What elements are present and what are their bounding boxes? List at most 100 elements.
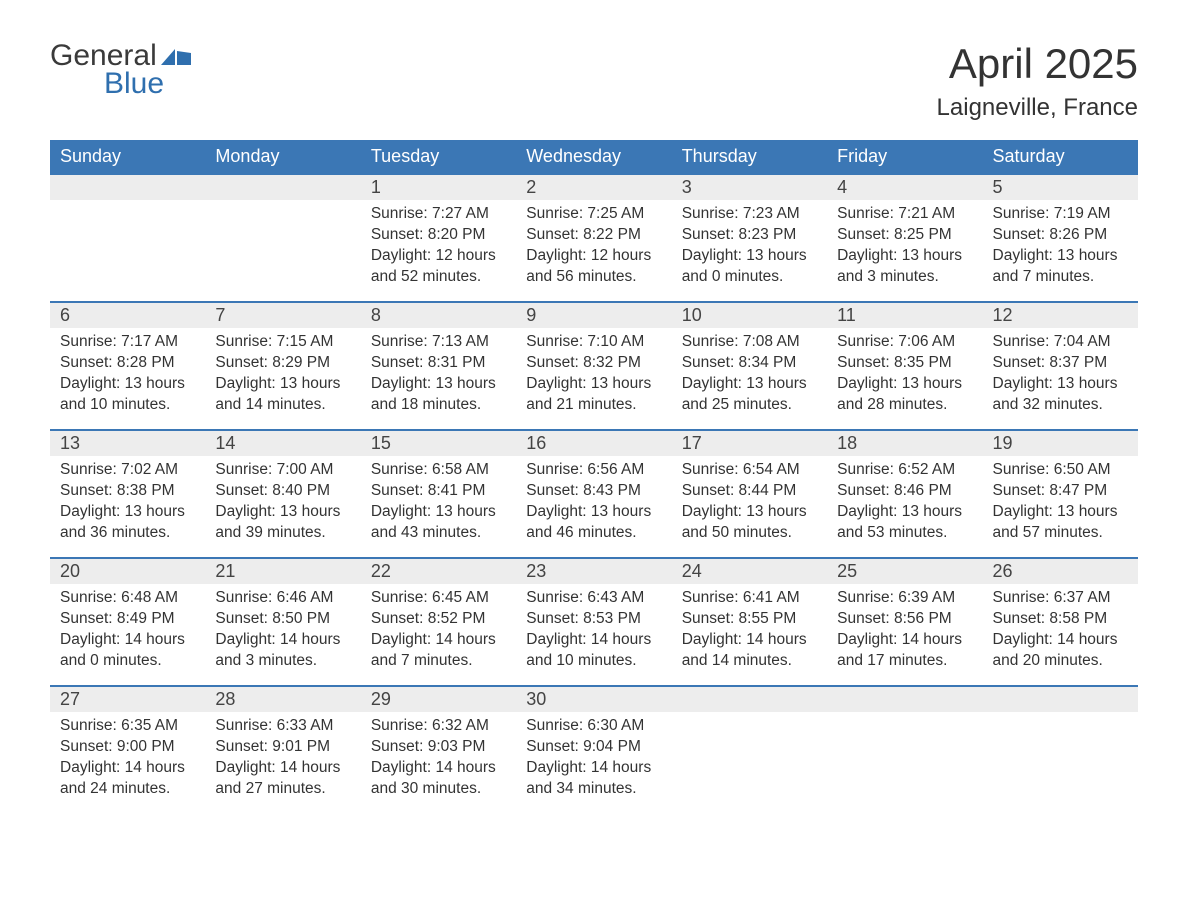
day-number: 22 bbox=[361, 559, 516, 584]
week-row: 20 Sunrise: 6:48 AMSunset: 8:49 PM Dayligh… bbox=[50, 558, 1138, 686]
day-number: 10 bbox=[672, 303, 827, 328]
daylight-line: Daylight: 13 hours and 10 minutes. bbox=[60, 374, 195, 416]
day-body: Sunrise: 6:41 AMSunset: 8:55 PMDaylight:… bbox=[672, 584, 827, 682]
daylight-line: Daylight: 13 hours and 18 minutes. bbox=[371, 374, 506, 416]
sunrise-line: Sunrise: 7:02 AM bbox=[60, 460, 195, 481]
sunset-line: Sunset: 8:31 PM bbox=[371, 353, 506, 374]
day-number: 30 bbox=[516, 687, 671, 712]
day-body: Sunrise: 7:25 AMSunset: 8:22 PMDaylight:… bbox=[516, 200, 671, 298]
sunrise-line: Sunrise: 6:52 AM bbox=[837, 460, 972, 481]
day-number: 14 bbox=[205, 431, 360, 456]
day-body: Sunrise: 7:27 AMSunset: 8:20 PMDaylight:… bbox=[361, 200, 516, 298]
daylight-line: Daylight: 13 hours and 7 minutes. bbox=[993, 246, 1128, 288]
daylight-line: Daylight: 13 hours and 28 minutes. bbox=[837, 374, 972, 416]
sunset-line: Sunset: 8:53 PM bbox=[526, 609, 661, 630]
day-cell bbox=[672, 686, 827, 814]
day-cell: 16Sunrise: 6:56 AMSunset: 8:43 PMDayligh… bbox=[516, 430, 671, 558]
sunrise-line: Sunrise: 7:19 AM bbox=[993, 204, 1128, 225]
day-cell bbox=[205, 174, 360, 302]
daylight-line: Daylight: 14 hours and 27 minutes. bbox=[215, 758, 350, 800]
sunrise-line: Sunrise: 7:13 AM bbox=[371, 332, 506, 353]
day-number: 9 bbox=[516, 303, 671, 328]
day-cell: 21Sunrise: 6:46 AMSunset: 8:50 PMDayligh… bbox=[205, 558, 360, 686]
day-body: Sunrise: 6:46 AMSunset: 8:50 PMDaylight:… bbox=[205, 584, 360, 682]
day-cell: 20Sunrise: 6:48 AMSunset: 8:49 PMDayligh… bbox=[50, 558, 205, 686]
day-body: Sunrise: 7:15 AMSunset: 8:29 PMDaylight:… bbox=[205, 328, 360, 426]
day-number: 15 bbox=[361, 431, 516, 456]
calendar-table: SundayMondayTuesdayWednesdayThursdayFrid… bbox=[50, 140, 1138, 814]
day-cell: 12Sunrise: 7:04 AMSunset: 8:37 PMDayligh… bbox=[983, 302, 1138, 430]
weekday-header: Monday bbox=[205, 140, 360, 174]
day-body: Sunrise: 6:54 AMSunset: 8:44 PMDaylight:… bbox=[672, 456, 827, 554]
day-number: 21 bbox=[205, 559, 360, 584]
week-row: 27Sunrise: 6:35 AMSunset: 9:00 PMDayligh… bbox=[50, 686, 1138, 814]
daylight-line: Daylight: 13 hours and 14 minutes. bbox=[215, 374, 350, 416]
sunrise-line: Sunrise: 7:08 AM bbox=[682, 332, 817, 353]
day-body: Sunrise: 6:50 AMSunset: 8:47 PMDaylight:… bbox=[983, 456, 1138, 554]
day-number: 3 bbox=[672, 175, 827, 200]
day-number: 16 bbox=[516, 431, 671, 456]
daylight-line: Daylight: 14 hours and 14 minutes. bbox=[682, 630, 817, 672]
sunrise-line: Sunrise: 6:32 AM bbox=[371, 716, 506, 737]
day-cell: 29Sunrise: 6:32 AMSunset: 9:03 PMDayligh… bbox=[361, 686, 516, 814]
day-body: Sunrise: 7:13 AMSunset: 8:31 PMDaylight:… bbox=[361, 328, 516, 426]
sunrise-line: Sunrise: 6:33 AM bbox=[215, 716, 350, 737]
sunrise-line: Sunrise: 6:30 AM bbox=[526, 716, 661, 737]
day-body: Sunrise: 6:52 AMSunset: 8:46 PMDaylight:… bbox=[827, 456, 982, 554]
day-body: Sunrise: 7:06 AMSunset: 8:35 PMDaylight:… bbox=[827, 328, 982, 426]
day-body: Sunrise: 7:04 AMSunset: 8:37 PMDaylight:… bbox=[983, 328, 1138, 426]
sunset-line: Sunset: 8:38 PM bbox=[60, 481, 195, 502]
sunrise-line: Sunrise: 6:56 AM bbox=[526, 460, 661, 481]
day-cell: 2Sunrise: 7:25 AMSunset: 8:22 PMDaylight… bbox=[516, 174, 671, 302]
day-body: Sunrise: 7:19 AMSunset: 8:26 PMDaylight:… bbox=[983, 200, 1138, 298]
day-cell bbox=[50, 174, 205, 302]
daylight-line: Daylight: 13 hours and 39 minutes. bbox=[215, 502, 350, 544]
sunset-line: Sunset: 8:56 PM bbox=[837, 609, 972, 630]
day-body: Sunrise: 6:33 AMSunset: 9:01 PMDaylight:… bbox=[205, 712, 360, 810]
day-cell: 27Sunrise: 6:35 AMSunset: 9:00 PMDayligh… bbox=[50, 686, 205, 814]
sunset-line: Sunset: 8:37 PM bbox=[993, 353, 1128, 374]
day-number-empty bbox=[205, 175, 360, 200]
day-number: 7 bbox=[205, 303, 360, 328]
day-number-empty bbox=[983, 687, 1138, 712]
daylight-line: Daylight: 14 hours and 30 minutes. bbox=[371, 758, 506, 800]
month-title: April 2025 bbox=[937, 40, 1138, 88]
sunset-line: Sunset: 9:03 PM bbox=[371, 737, 506, 758]
weekday-header: Saturday bbox=[983, 140, 1138, 174]
day-body: Sunrise: 7:02 AMSunset: 8:38 PMDaylight:… bbox=[50, 456, 205, 554]
sunset-line: Sunset: 8:41 PM bbox=[371, 481, 506, 502]
weekday-header-row: SundayMondayTuesdayWednesdayThursdayFrid… bbox=[50, 140, 1138, 174]
sunset-line: Sunset: 8:49 PM bbox=[60, 609, 195, 630]
sunset-line: Sunset: 8:28 PM bbox=[60, 353, 195, 374]
day-number: 20 bbox=[50, 559, 205, 584]
sunrise-line: Sunrise: 6:48 AM bbox=[60, 588, 195, 609]
title-block: April 2025 Laigneville, France bbox=[937, 40, 1138, 122]
weekday-header: Friday bbox=[827, 140, 982, 174]
day-body: Sunrise: 6:32 AMSunset: 9:03 PMDaylight:… bbox=[361, 712, 516, 810]
sunrise-line: Sunrise: 6:37 AM bbox=[993, 588, 1128, 609]
header: General Blue April 2025 Laigneville, Fra… bbox=[50, 40, 1138, 122]
day-cell: 19Sunrise: 6:50 AMSunset: 8:47 PMDayligh… bbox=[983, 430, 1138, 558]
sunrise-line: Sunrise: 7:21 AM bbox=[837, 204, 972, 225]
daylight-line: Daylight: 13 hours and 43 minutes. bbox=[371, 502, 506, 544]
sunrise-line: Sunrise: 6:39 AM bbox=[837, 588, 972, 609]
day-body: Sunrise: 6:56 AMSunset: 8:43 PMDaylight:… bbox=[516, 456, 671, 554]
location: Laigneville, France bbox=[937, 94, 1138, 122]
sunrise-line: Sunrise: 6:45 AM bbox=[371, 588, 506, 609]
sunset-line: Sunset: 8:20 PM bbox=[371, 225, 506, 246]
sunset-line: Sunset: 8:22 PM bbox=[526, 225, 661, 246]
day-number: 18 bbox=[827, 431, 982, 456]
day-body: Sunrise: 7:17 AMSunset: 8:28 PMDaylight:… bbox=[50, 328, 205, 426]
sunrise-line: Sunrise: 6:43 AM bbox=[526, 588, 661, 609]
sunset-line: Sunset: 8:44 PM bbox=[682, 481, 817, 502]
day-body: Sunrise: 7:21 AMSunset: 8:25 PMDaylight:… bbox=[827, 200, 982, 298]
day-cell: 3Sunrise: 7:23 AMSunset: 8:23 PMDaylight… bbox=[672, 174, 827, 302]
day-number-empty bbox=[827, 687, 982, 712]
day-cell: 17Sunrise: 6:54 AMSunset: 8:44 PMDayligh… bbox=[672, 430, 827, 558]
sunrise-line: Sunrise: 7:27 AM bbox=[371, 204, 506, 225]
day-cell: 7Sunrise: 7:15 AMSunset: 8:29 PMDaylight… bbox=[205, 302, 360, 430]
day-number: 28 bbox=[205, 687, 360, 712]
day-cell: 1Sunrise: 7:27 AMSunset: 8:20 PMDaylight… bbox=[361, 174, 516, 302]
sunset-line: Sunset: 8:55 PM bbox=[682, 609, 817, 630]
daylight-line: Daylight: 13 hours and 36 minutes. bbox=[60, 502, 195, 544]
